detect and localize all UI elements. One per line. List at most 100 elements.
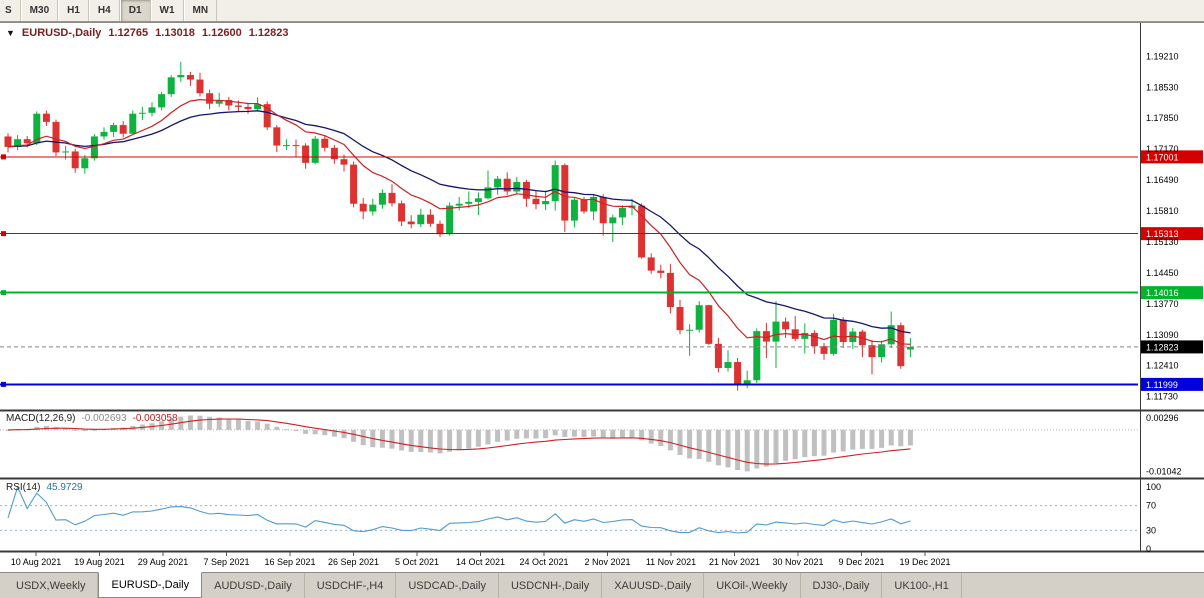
macd-bar bbox=[312, 429, 318, 435]
chart-tab-usdchf-h4[interactable]: USDCHF-,H4 bbox=[305, 573, 397, 598]
chart-tab-usdcad-daily[interactable]: USDCAD-,Daily bbox=[396, 573, 499, 598]
candle-body bbox=[753, 331, 761, 381]
price-axis-label: 1.15810 bbox=[1146, 206, 1179, 216]
candle-body bbox=[503, 178, 511, 192]
hline-handle[interactable] bbox=[1, 290, 6, 296]
macd-bar bbox=[667, 429, 673, 451]
candle-body bbox=[522, 181, 530, 199]
hline-handle[interactable] bbox=[1, 154, 6, 160]
chart-tab-xauusd-daily[interactable]: XAUUSD-,Daily bbox=[602, 573, 705, 598]
period-button-h1[interactable]: H1 bbox=[58, 0, 89, 21]
macd-bar bbox=[274, 426, 280, 430]
candle-body bbox=[484, 187, 492, 199]
period-button-mn[interactable]: MN bbox=[183, 0, 218, 21]
ohlc-open-value: 1.12765 bbox=[108, 27, 149, 39]
period-button-m30[interactable]: M30 bbox=[20, 0, 59, 21]
macd-bar bbox=[437, 429, 443, 454]
macd-bar bbox=[888, 429, 894, 446]
ohlc-close-value: 1.12823 bbox=[248, 27, 289, 39]
macd-bar bbox=[514, 429, 520, 439]
candle-body bbox=[494, 178, 502, 188]
chart-tab-bar: USDX,Weekly EURUSD-,Daily AUDUSD-,Daily USD… bbox=[0, 572, 1204, 598]
candle-body bbox=[705, 305, 713, 344]
candle-body bbox=[119, 125, 127, 134]
candle-body bbox=[177, 75, 185, 78]
price-chart-canvas[interactable]: 1.170011.153131.140161.119991.128231.192… bbox=[0, 0, 1204, 572]
chart-header: ▼ EURUSD-,Daily 1.12765 1.13018 1.12600 … bbox=[6, 27, 288, 39]
macd-bar bbox=[495, 429, 501, 442]
macd-bar bbox=[379, 429, 385, 448]
candle-body bbox=[215, 100, 223, 104]
macd-bar bbox=[773, 429, 779, 464]
macd-bar bbox=[91, 429, 97, 431]
hline-handle[interactable] bbox=[1, 381, 6, 387]
hline-handle[interactable] bbox=[1, 231, 6, 237]
macd-bar bbox=[216, 417, 222, 430]
time-axis-label: 16 Sep 2021 bbox=[264, 557, 315, 567]
time-axis-label: 7 Sep 2021 bbox=[203, 557, 249, 567]
chart-tab-eurusd-daily[interactable]: EURUSD-,Daily bbox=[98, 572, 203, 598]
macd-bar bbox=[648, 429, 654, 444]
symbol-timeframe-label: EURUSD-,Daily bbox=[21, 27, 102, 39]
candle-body bbox=[302, 145, 310, 163]
candle-body bbox=[810, 332, 818, 347]
candle-body bbox=[686, 329, 694, 331]
macd-bar bbox=[715, 429, 721, 466]
price-axis-label: 1.17850 bbox=[1146, 113, 1179, 123]
time-axis-label: 5 Oct 2021 bbox=[395, 557, 439, 567]
macd-bar bbox=[619, 429, 625, 438]
macd-bar bbox=[408, 429, 414, 452]
candle-body bbox=[599, 196, 607, 224]
candle-body bbox=[772, 321, 780, 342]
macd-bar bbox=[475, 429, 481, 447]
macd-bar bbox=[207, 416, 213, 430]
candle-body bbox=[551, 165, 559, 202]
period-button-h4[interactable]: H4 bbox=[88, 0, 120, 21]
time-axis-label: 21 Nov 2021 bbox=[709, 557, 760, 567]
candle-body bbox=[244, 106, 252, 110]
chart-tab-usdx-weekly[interactable]: USDX,Weekly bbox=[4, 573, 99, 598]
macd-bar bbox=[322, 429, 328, 436]
macd-bar bbox=[399, 429, 405, 451]
macd-bar bbox=[187, 415, 193, 430]
candle-body bbox=[148, 107, 156, 113]
candle-body bbox=[321, 138, 329, 148]
macd-bar bbox=[898, 429, 904, 447]
macd-bar bbox=[811, 429, 817, 457]
candle-body bbox=[110, 125, 118, 132]
candle-body bbox=[292, 145, 300, 147]
collapse-chart-icon[interactable]: ▼ bbox=[6, 28, 15, 38]
chart-tab-uk100-h1[interactable]: UK100-,H1 bbox=[882, 573, 962, 598]
macd-bar bbox=[5, 429, 11, 431]
period-button-w1[interactable]: W1 bbox=[150, 0, 184, 21]
macd-bar bbox=[763, 429, 769, 467]
macd-bar bbox=[562, 429, 568, 437]
chart-tab-ukoil-weekly[interactable]: UKOil-,Weekly bbox=[704, 573, 801, 598]
chart-tab-audusd-daily[interactable]: AUDUSD-,Daily bbox=[202, 573, 305, 598]
chart-tab-usdcnh-daily[interactable]: USDCNH-,Daily bbox=[499, 573, 603, 598]
current-price-badge bbox=[1141, 340, 1203, 354]
candle-body bbox=[734, 362, 742, 385]
macd-bar bbox=[504, 429, 510, 441]
macd-bar bbox=[293, 429, 299, 432]
candle-body bbox=[282, 145, 290, 147]
macd-bar bbox=[485, 429, 491, 445]
price-axis-label: 1.17170 bbox=[1146, 144, 1179, 154]
price-axis-label: 1.15130 bbox=[1146, 237, 1179, 247]
macd-bar bbox=[533, 429, 539, 439]
candle-body bbox=[580, 199, 588, 212]
time-axis-label: 14 Oct 2021 bbox=[456, 557, 505, 567]
candle-body bbox=[676, 307, 684, 331]
candle-body bbox=[724, 362, 732, 368]
macd-bar bbox=[389, 429, 395, 449]
time-axis-label: 9 Dec 2021 bbox=[838, 557, 884, 567]
period-button-d1[interactable]: D1 bbox=[119, 0, 151, 21]
candle-body bbox=[100, 131, 108, 137]
candle-body bbox=[388, 192, 396, 204]
period-button-s[interactable]: S bbox=[0, 0, 21, 21]
time-axis-label: 26 Sep 2021 bbox=[328, 557, 379, 567]
hline-price-badge bbox=[1141, 377, 1203, 391]
macd-bar bbox=[63, 428, 69, 430]
chart-tab-dj30-daily[interactable]: DJ30-,Daily bbox=[801, 573, 883, 598]
current-price-badge-text: 1.12823 bbox=[1146, 342, 1179, 352]
